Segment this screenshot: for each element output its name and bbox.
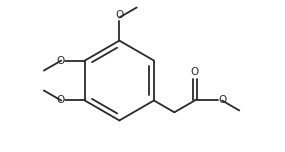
Text: O: O: [56, 56, 64, 66]
Text: O: O: [191, 67, 199, 77]
Text: O: O: [56, 95, 64, 105]
Text: O: O: [116, 10, 124, 20]
Text: O: O: [219, 95, 227, 105]
